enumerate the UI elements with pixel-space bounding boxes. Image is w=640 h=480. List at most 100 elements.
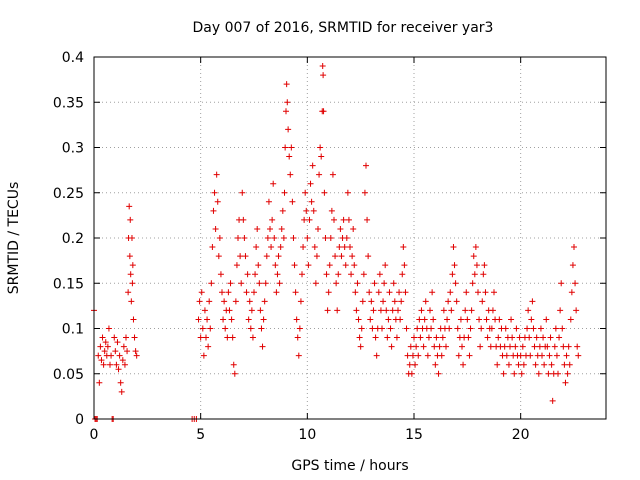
data-point [479, 298, 486, 305]
data-point [431, 343, 438, 350]
data-point [126, 253, 133, 260]
data-point [307, 180, 314, 187]
data-point [379, 325, 385, 332]
data-point [406, 361, 413, 368]
data-point [366, 289, 373, 296]
data-point [557, 307, 564, 314]
data-point [417, 334, 424, 341]
data-point [357, 343, 364, 350]
chart-title: Day 007 of 2016, SRMTID for receiver yar… [193, 20, 494, 36]
data-point [387, 325, 394, 332]
data-point [240, 216, 247, 223]
data-point [107, 361, 113, 368]
data-point [117, 379, 124, 386]
data-point [129, 280, 136, 287]
data-point [487, 343, 494, 350]
data-point [524, 325, 531, 332]
data-point [421, 316, 428, 323]
data-point [533, 334, 540, 341]
data-point [473, 262, 480, 269]
data-point [238, 280, 245, 287]
data-point [476, 316, 483, 323]
data-point [507, 343, 513, 350]
data-point [559, 325, 566, 332]
data-point [244, 271, 251, 278]
data-point [561, 361, 568, 368]
data-point [128, 235, 135, 241]
data-point [328, 207, 335, 214]
data-point [282, 144, 289, 151]
y-tick-label: 0.25 [53, 186, 84, 202]
data-point [403, 325, 410, 332]
data-point [566, 361, 573, 368]
data-point [571, 244, 577, 251]
data-point [318, 153, 325, 160]
data-point [229, 334, 236, 341]
data-point [540, 334, 547, 341]
data-point [196, 298, 203, 305]
data-point [263, 253, 270, 260]
y-tick-label: 0.05 [53, 367, 84, 383]
data-point [125, 289, 132, 296]
data-point [341, 244, 348, 251]
data-point [470, 253, 477, 260]
data-point [311, 244, 318, 251]
data-point [481, 262, 488, 269]
data-point [555, 370, 561, 377]
data-point [575, 352, 582, 359]
data-point [258, 325, 265, 332]
data-point [565, 343, 572, 350]
data-point [133, 352, 140, 359]
data-point [574, 343, 581, 350]
data-point [121, 361, 128, 368]
data-point [261, 298, 268, 305]
x-tick-label: 20 [512, 427, 530, 443]
data-point [528, 316, 535, 323]
data-point [270, 180, 277, 187]
data-point [509, 334, 516, 341]
y-axis-tick-labels: 0 0.05 0.1 0.15 0.2 0.25 0.3 0.35 0.4 [53, 50, 84, 428]
data-point [257, 307, 264, 314]
data-point [299, 271, 305, 278]
data-point [100, 361, 107, 368]
data-point [477, 343, 484, 350]
data-point [197, 334, 204, 341]
data-point [370, 307, 377, 314]
data-point [325, 289, 332, 296]
data-point [262, 280, 269, 287]
data-point [466, 352, 473, 359]
data-point [471, 271, 478, 278]
data-point [99, 334, 106, 341]
data-point [338, 253, 345, 260]
data-point [398, 298, 405, 305]
data-point [333, 280, 340, 287]
data-point [427, 307, 433, 314]
data-point [354, 280, 361, 287]
data-point [209, 244, 216, 251]
data-point [402, 289, 409, 296]
data-point [377, 307, 384, 314]
data-point [120, 343, 127, 350]
data-point [545, 370, 552, 377]
data-point [276, 280, 283, 287]
data-point [233, 262, 240, 269]
data-point [415, 352, 422, 359]
data-point [228, 316, 235, 323]
data-point [472, 244, 479, 251]
data-point [547, 334, 554, 341]
data-point [468, 307, 475, 314]
data-point [310, 207, 317, 214]
data-point [391, 298, 398, 305]
data-point [526, 334, 533, 341]
data-point [446, 325, 453, 332]
data-point [225, 289, 232, 296]
data-point [439, 334, 446, 341]
data-point [519, 343, 526, 350]
data-point [210, 207, 217, 214]
data-point [464, 316, 471, 323]
data-point [118, 388, 125, 395]
data-point [549, 397, 556, 404]
data-point [252, 271, 259, 278]
data-point [124, 348, 131, 355]
data-point [420, 343, 427, 350]
